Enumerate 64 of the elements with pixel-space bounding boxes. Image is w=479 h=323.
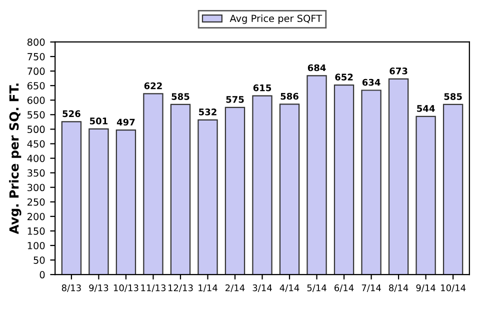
bar [170,104,191,275]
bar [388,78,409,275]
data-label: 585 [444,93,462,100]
bar [88,128,109,275]
y-tick-label: 650 [27,82,45,90]
data-label: 532 [199,108,216,116]
bar [198,119,218,275]
y-tick-label: 0 [40,271,45,278]
x-tick-label: 10/13 [114,284,138,292]
x-tick-label: 4/14 [280,284,300,292]
legend-label: Avg Price per SQFT [230,14,322,24]
x-tick-label: 9/14 [416,284,436,292]
bar [224,106,246,275]
data-label: 634 [362,78,380,86]
y-tick-label: 800 [27,38,45,46]
data-label: 586 [280,92,298,100]
bar [61,121,82,275]
y-tick-label: 300 [28,184,45,192]
data-label: 615 [253,84,272,92]
y-tick-label: 600 [27,96,45,104]
bar [361,90,382,275]
y-tick-label: 700 [28,68,45,75]
bar [442,104,464,275]
bar [279,104,300,275]
bar [143,93,164,275]
bar [416,116,436,275]
x-tick-label: 7/14 [362,284,381,292]
data-label: 652 [335,74,353,80]
y-tick-label: 400 [27,154,45,162]
y-tick-label: 150 [28,227,45,235]
y-tick-label: 350 [28,169,45,177]
y-tick-label: 500 [28,126,45,134]
x-tick-label: 11/13 [141,284,166,292]
data-label: 526 [62,110,80,118]
bar [334,84,354,275]
y-tick-label: 100 [28,242,45,250]
x-tick-label: 10/14 [441,284,466,292]
x-tick-label: 6/14 [334,284,354,292]
data-label: 585 [172,93,190,100]
bar [252,95,272,275]
x-tick-label: 12/13 [168,284,193,292]
data-label: 501 [90,118,108,124]
y-tick-label: 200 [28,212,45,220]
x-tick-label: 8/14 [389,284,408,292]
y-axis-title: Avg. Price per SQ. FT. [9,84,22,234]
data-label: 544 [417,105,435,112]
data-label: 673 [390,68,408,74]
y-tick-label: 50 [34,256,45,264]
data-label: 575 [226,96,244,103]
data-label: 684 [308,64,326,72]
x-tick-label: 5/14 [307,284,326,292]
y-tick-label: 750 [28,53,45,60]
y-tick-label: 550 [28,111,45,118]
data-label: 622 [144,82,162,90]
x-tick-label: 2/14 [226,284,245,292]
bar [306,75,327,275]
x-tick-label: 3/14 [252,284,272,292]
x-tick-label: 1/14 [198,284,218,292]
bar [116,130,136,275]
y-tick-label: 450 [27,140,45,148]
data-label: 497 [116,118,135,126]
x-tick-label: 9/13 [89,284,108,292]
y-tick-label: 250 [28,198,45,206]
x-tick-label: 8/13 [62,284,81,292]
